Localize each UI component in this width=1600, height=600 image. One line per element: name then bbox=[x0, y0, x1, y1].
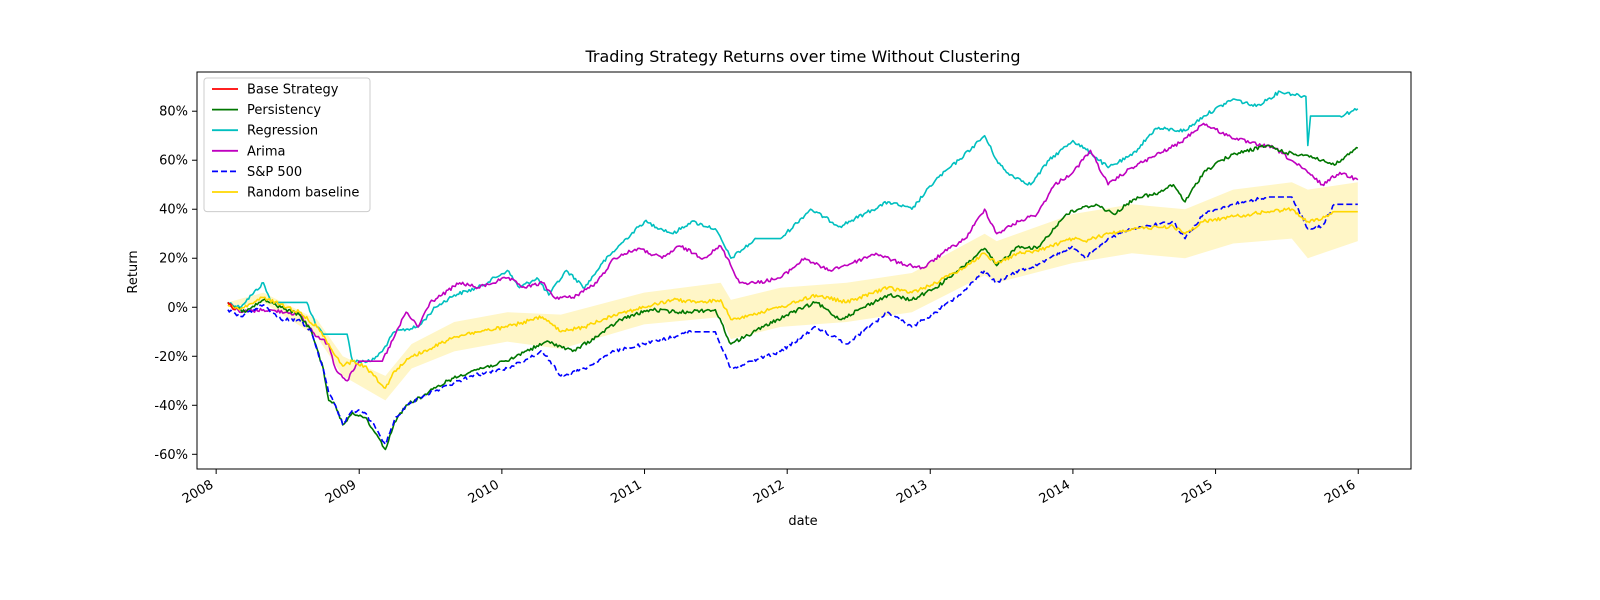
y-tick-label-3: 0% bbox=[167, 301, 188, 316]
y-tick-label-7: 80% bbox=[159, 105, 188, 120]
series-line-3 bbox=[227, 122, 1359, 382]
y-tick-label-6: 60% bbox=[159, 154, 188, 169]
y-tick-label-4: 20% bbox=[159, 252, 188, 267]
y-tick-label-5: 40% bbox=[159, 203, 188, 218]
x-tick-label-3: 2011 bbox=[608, 477, 644, 507]
x-tick-label-4: 2012 bbox=[751, 477, 787, 507]
legend-label-0: Base Strategy bbox=[247, 83, 339, 98]
x-tick-label-5: 2013 bbox=[894, 477, 930, 507]
x-axis-label: date bbox=[788, 514, 817, 529]
series-layer bbox=[227, 90, 1359, 451]
y-tick-label-1: -40% bbox=[154, 399, 188, 414]
legend: Base Strategy Persistency Regression Arima S… bbox=[203, 77, 371, 213]
y-axis: -60% -40% -20% 0% 20% 40% 60% 80% bbox=[154, 105, 197, 463]
x-tick-label-6: 2014 bbox=[1037, 477, 1073, 507]
x-axis: 2008 2009 2010 2011 2012 2013 2014 2015 2016 bbox=[180, 469, 1359, 507]
legend-label-2: Regression bbox=[247, 124, 318, 139]
series-line-1 bbox=[227, 144, 1359, 451]
band-5 bbox=[227, 182, 1358, 401]
plot-frame bbox=[196, 71, 1412, 470]
chart-title: Trading Strategy Returns over time Witho… bbox=[584, 47, 1020, 66]
y-axis-label: Return bbox=[126, 250, 141, 293]
legend-box bbox=[203, 77, 371, 213]
x-tick-label-0: 2008 bbox=[180, 477, 216, 507]
legend-label-5: Random baseline bbox=[247, 186, 359, 201]
x-tick-label-2: 2010 bbox=[466, 477, 502, 507]
legend-label-4: S&P 500 bbox=[247, 165, 302, 180]
legend-label-1: Persistency bbox=[247, 103, 321, 118]
confidence-band-layer bbox=[227, 182, 1358, 401]
series-line-5 bbox=[227, 207, 1358, 389]
x-tick-label-1: 2009 bbox=[323, 477, 359, 507]
x-tick-label-7: 2015 bbox=[1179, 477, 1215, 507]
x-tick-label-8: 2016 bbox=[1322, 477, 1358, 507]
legend-label-3: Arima bbox=[247, 144, 285, 159]
y-tick-label-2: -20% bbox=[154, 350, 188, 365]
y-tick-label-0: -60% bbox=[154, 448, 188, 463]
series-line-4 bbox=[227, 196, 1358, 446]
series-line-2 bbox=[227, 90, 1359, 364]
series-line-0 bbox=[227, 301, 236, 311]
